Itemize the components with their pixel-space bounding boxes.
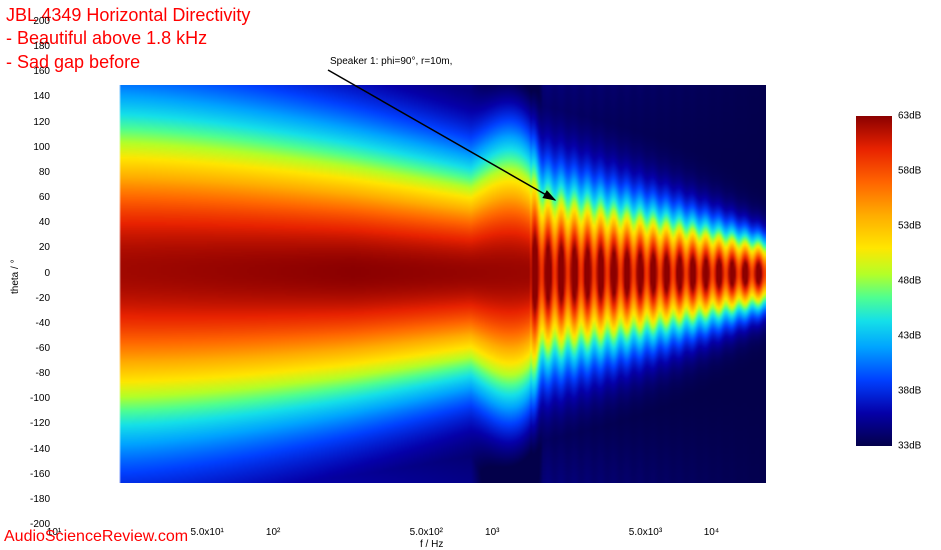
x-axis-label: f / Hz	[420, 539, 443, 550]
y-tick: -140	[14, 444, 50, 455]
colorbar-gradient	[856, 116, 892, 446]
y-tick: 180	[14, 41, 50, 52]
x-tick-minor: 5.0x10²	[410, 527, 443, 538]
colorbar: 63dB58dB53dB48dB43dB38dB33dB	[856, 116, 892, 446]
y-tick: 20	[14, 242, 50, 253]
colorbar-tick: 63dB	[892, 111, 921, 122]
y-tick: -80	[14, 368, 50, 379]
site-watermark: AudioScienceReview.com	[4, 528, 188, 546]
y-tick: -180	[14, 494, 50, 505]
speaker-label: Speaker 1: phi=90°, r=10m,	[330, 56, 452, 67]
y-tick: -40	[14, 318, 50, 329]
y-tick: 120	[14, 117, 50, 128]
heatmap-canvas	[106, 85, 766, 483]
colorbar-tick: 43dB	[892, 331, 921, 342]
colorbar-tick: 58dB	[892, 166, 921, 177]
y-tick: 40	[14, 217, 50, 228]
x-tick-minor: 5.0x10¹	[190, 527, 223, 538]
y-tick: -100	[14, 393, 50, 404]
colorbar-tick: 38dB	[892, 386, 921, 397]
x-tick-major: 10⁴	[704, 527, 719, 538]
y-tick: 140	[14, 91, 50, 102]
y-tick: 100	[14, 142, 50, 153]
x-tick-major: 10²	[266, 527, 280, 538]
y-tick: 200	[14, 16, 50, 27]
colorbar-tick: 53dB	[892, 221, 921, 232]
heatmap-area	[106, 85, 766, 483]
plot-area: theta / ° f / Hz -200-180-160-140-120-10…	[54, 22, 816, 525]
x-tick-minor: 5.0x10³	[629, 527, 662, 538]
y-tick: 160	[14, 66, 50, 77]
y-tick: 60	[14, 192, 50, 203]
y-tick: -60	[14, 343, 50, 354]
y-tick: -160	[14, 469, 50, 480]
colorbar-tick: 33dB	[892, 441, 921, 452]
y-tick: -120	[14, 418, 50, 429]
x-tick-major: 10³	[485, 527, 499, 538]
colorbar-tick: 48dB	[892, 276, 921, 287]
y-tick: 0	[14, 268, 50, 279]
chart-container: { "title": { "main": "JBL 4349 Horizonta…	[0, 0, 941, 550]
y-tick: 80	[14, 167, 50, 178]
y-tick: -20	[14, 293, 50, 304]
